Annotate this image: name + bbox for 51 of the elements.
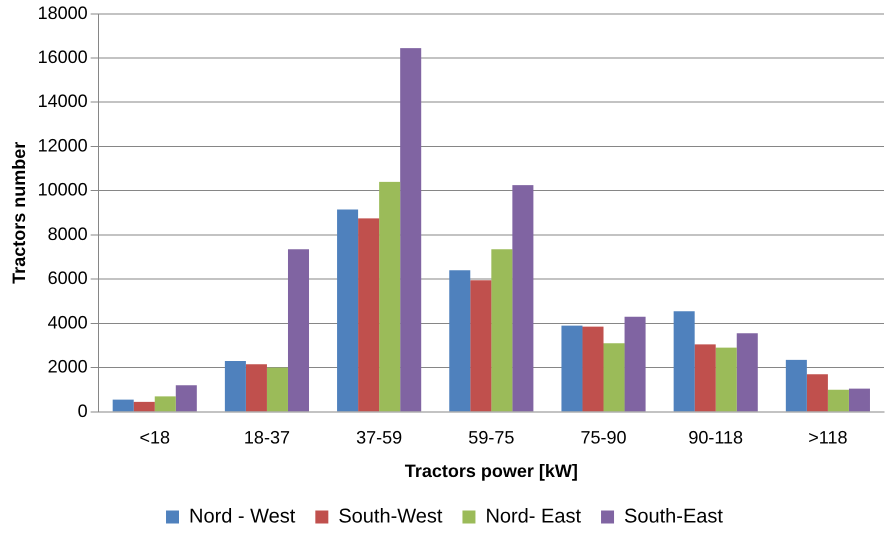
- bar: [582, 326, 604, 412]
- bar: [112, 400, 134, 412]
- x-tick-label: 75-90: [580, 428, 627, 448]
- bar: [288, 249, 310, 412]
- bar: [176, 385, 197, 412]
- x-tick-label: <18: [139, 428, 170, 448]
- y-tick-label: 2000: [48, 356, 88, 377]
- bar: [470, 280, 492, 412]
- y-tick-label: 16000: [38, 46, 88, 67]
- x-axis-title: Tractors power [kW]: [404, 461, 578, 482]
- bar: [674, 311, 695, 412]
- y-tick-label: 14000: [38, 91, 88, 112]
- bar: [561, 326, 582, 412]
- x-tick-label: 90-118: [688, 428, 744, 448]
- bar: [624, 316, 646, 412]
- x-tick-label: 18-37: [244, 428, 290, 448]
- bar: [512, 185, 534, 412]
- bar: [379, 182, 400, 412]
- bar: [848, 388, 870, 412]
- bar: [491, 249, 512, 412]
- bar: [224, 360, 246, 412]
- legend-label: South-West: [338, 506, 443, 528]
- y-tick-label: 10000: [38, 180, 88, 200]
- bar: [337, 209, 358, 412]
- bar: [246, 364, 267, 412]
- bar: [806, 374, 828, 412]
- y-tick-label: 6000: [48, 268, 88, 288]
- y-axis-title: Tractors number: [8, 142, 29, 284]
- y-tick-label: 0: [78, 400, 88, 421]
- bar: [154, 396, 176, 412]
- bar: [828, 390, 849, 412]
- legend-label: Nord- East: [485, 506, 582, 528]
- bar: [694, 344, 716, 412]
- bar: [786, 360, 807, 412]
- bar: [266, 368, 288, 412]
- x-tick-label: 59-75: [468, 428, 514, 448]
- x-tick-label: >118: [808, 428, 848, 448]
- bar: [449, 270, 470, 412]
- y-tick-label: 18000: [38, 2, 88, 23]
- y-tick-label: 4000: [48, 312, 88, 332]
- bar: [736, 333, 758, 412]
- y-tick-label: 8000: [48, 224, 88, 244]
- bar: [716, 348, 737, 412]
- bar: [134, 402, 155, 412]
- y-tick-label: 12000: [38, 135, 88, 156]
- bar: [604, 343, 625, 412]
- bar: [358, 218, 380, 412]
- bar: [400, 48, 422, 412]
- legend-label: Nord - West: [189, 506, 296, 528]
- legend-label: South-East: [624, 506, 724, 528]
- x-tick-label: 37-59: [356, 428, 402, 448]
